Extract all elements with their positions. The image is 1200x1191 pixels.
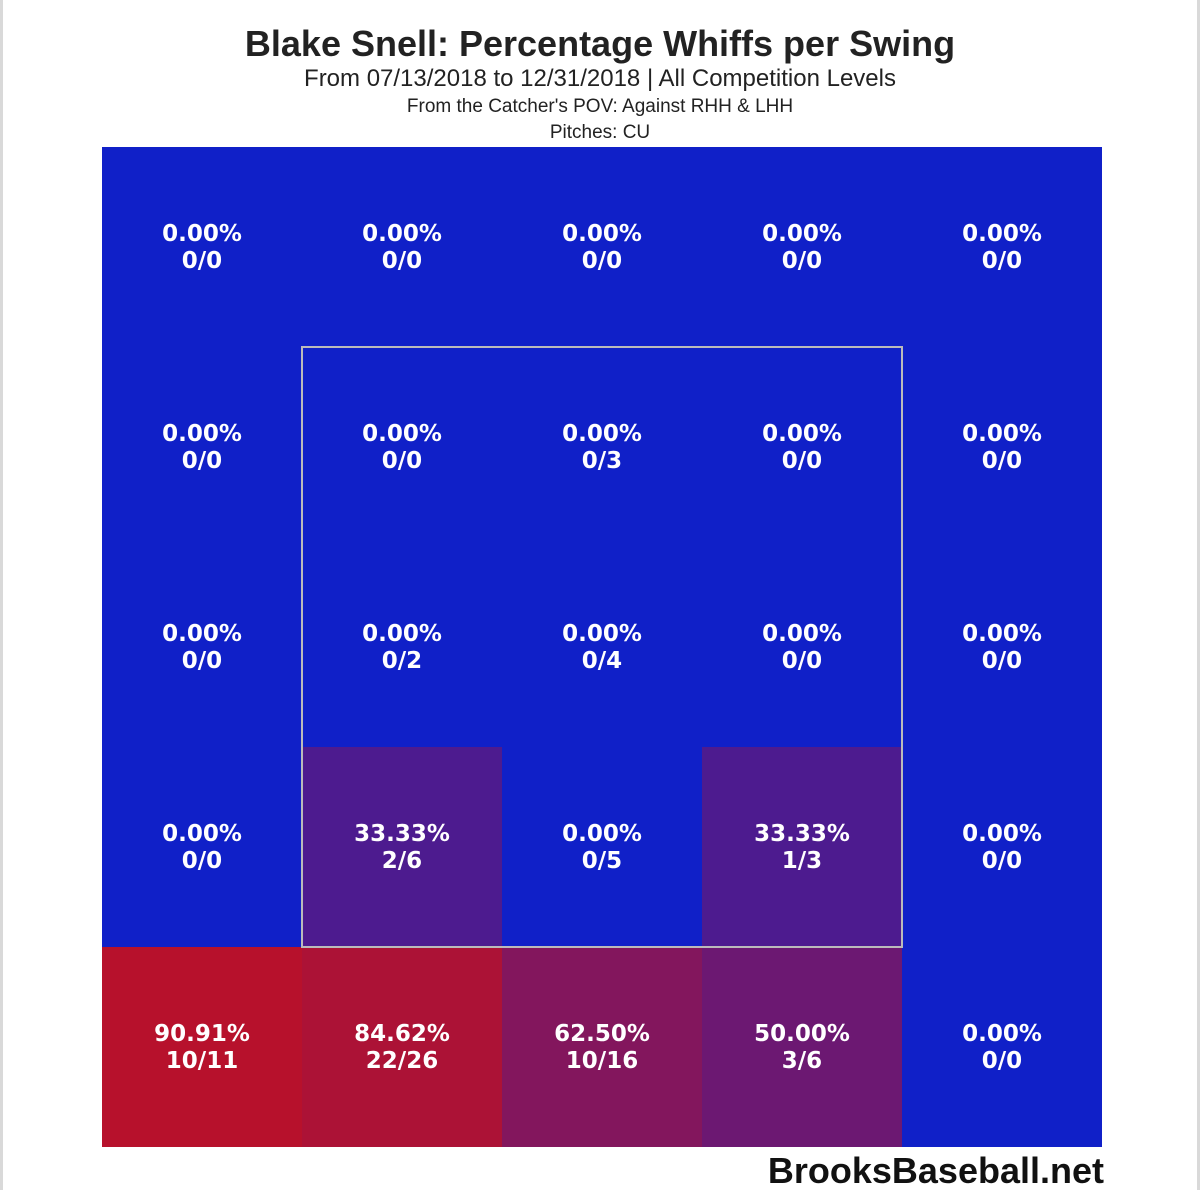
zone-cell-ratio-r2-c5: 0/0 <box>982 448 1022 474</box>
zone-cell-ratio-r5-c4: 3/6 <box>782 1048 822 1074</box>
zone-cell-ratio-r2-c4: 0/0 <box>782 448 822 474</box>
zone-cell-ratio-r1-c4: 0/0 <box>782 248 822 274</box>
zone-cell-ratio-r2-c1: 0/0 <box>182 448 222 474</box>
zone-cell-r4-c5 <box>902 747 1102 947</box>
zone-cell-pct-r4-c2: 33.33% <box>354 821 450 847</box>
zone-cell-r5-c1 <box>102 947 302 1147</box>
zone-cell-r1-c1 <box>102 147 302 347</box>
right-border <box>1197 0 1200 1190</box>
zone-cell-r2-c1 <box>102 347 302 547</box>
zone-cell-ratio-r5-c5: 0/0 <box>982 1048 1022 1074</box>
zone-cell-ratio-r1-c2: 0/0 <box>382 248 422 274</box>
zone-cell-pct-r3-c2: 0.00% <box>362 621 442 647</box>
zone-cell-ratio-r3-c4: 0/0 <box>782 648 822 674</box>
zone-cell-r2-c2 <box>302 347 502 547</box>
zone-cell-pct-r5-c2: 84.62% <box>354 1021 450 1047</box>
zone-cell-r1-c2 <box>302 147 502 347</box>
zone-cell-pct-r2-c2: 0.00% <box>362 421 442 447</box>
zone-cell-r4-c1 <box>102 747 302 947</box>
zone-cell-pct-r5-c5: 0.00% <box>962 1021 1042 1047</box>
zone-cell-pct-r3-c3: 0.00% <box>562 621 642 647</box>
pov-line: From the Catcher's POV: Against RHH & LH… <box>406 96 794 117</box>
zone-cell-pct-r2-c5: 0.00% <box>962 421 1042 447</box>
zone-cell-ratio-r5-c2: 22/26 <box>366 1048 438 1074</box>
zone-cell-r3-c4 <box>702 547 902 747</box>
zone-cell-r3-c2 <box>302 547 502 747</box>
zone-cell-ratio-r4-c2: 2/6 <box>382 848 422 874</box>
zone-cell-pct-r5-c4: 50.00% <box>754 1021 850 1047</box>
zone-cell-ratio-r3-c3: 0/4 <box>582 648 622 674</box>
zone-cell-ratio-r2-c2: 0/0 <box>382 448 422 474</box>
pitches-line: Pitches: CU <box>549 122 651 143</box>
zone-cell-r4-c3 <box>502 747 702 947</box>
zone-cell-r5-c2 <box>302 947 502 1147</box>
zone-cell-r3-c1 <box>102 547 302 747</box>
chart-title: Blake Snell: Percentage Whiffs per Swing <box>244 23 956 64</box>
zone-cell-r5-c4 <box>702 947 902 1147</box>
zone-cell-ratio-r4-c5: 0/0 <box>982 848 1022 874</box>
zone-cell-r3-c3 <box>502 547 702 747</box>
zone-cell-pct-r1-c3: 0.00% <box>562 221 642 247</box>
zone-cell-r4-c4 <box>702 747 902 947</box>
zone-cell-pct-r2-c1: 0.00% <box>162 421 242 447</box>
zone-cell-pct-r5-c3: 62.50% <box>554 1021 650 1047</box>
zone-cell-ratio-r1-c3: 0/0 <box>582 248 622 274</box>
zone-cell-ratio-r3-c1: 0/0 <box>182 648 222 674</box>
zone-cell-pct-r1-c2: 0.00% <box>362 221 442 247</box>
zone-cell-r1-c4 <box>702 147 902 347</box>
chart-subtitle: From 07/13/2018 to 12/31/2018 | All Comp… <box>304 65 896 92</box>
strike-zone-outline <box>301 346 903 948</box>
zone-cell-ratio-r1-c1: 0/0 <box>182 248 222 274</box>
zone-cell-pct-r2-c3: 0.00% <box>562 421 642 447</box>
zone-cell-ratio-r1-c5: 0/0 <box>982 248 1022 274</box>
zone-cell-ratio-r3-c5: 0/0 <box>982 648 1022 674</box>
zone-cell-pct-r4-c5: 0.00% <box>962 821 1042 847</box>
zone-cell-pct-r4-c3: 0.00% <box>562 821 642 847</box>
zone-cell-pct-r1-c4: 0.00% <box>762 221 842 247</box>
zone-cell-r3-c5 <box>902 547 1102 747</box>
zone-cell-r2-c5 <box>902 347 1102 547</box>
zone-cell-pct-r1-c5: 0.00% <box>962 221 1042 247</box>
zone-cell-ratio-r4-c4: 1/3 <box>782 848 822 874</box>
zone-cell-r2-c3 <box>502 347 702 547</box>
zone-cell-pct-r4-c1: 0.00% <box>162 821 242 847</box>
zone-cell-r1-c3 <box>502 147 702 347</box>
zone-cell-pct-r5-c1: 90.91% <box>154 1021 250 1047</box>
zone-cell-pct-r2-c4: 0.00% <box>762 421 842 447</box>
zone-cell-ratio-r4-c3: 0/5 <box>582 848 622 874</box>
zone-cell-r4-c2 <box>302 747 502 947</box>
zone-cell-r5-c5 <box>902 947 1102 1147</box>
zone-cell-pct-r1-c1: 0.00% <box>162 221 242 247</box>
zone-cell-ratio-r4-c1: 0/0 <box>182 848 222 874</box>
zone-cell-r5-c3 <box>502 947 702 1147</box>
zone-cell-ratio-r5-c3: 10/16 <box>566 1048 638 1074</box>
zone-cell-pct-r3-c1: 0.00% <box>162 621 242 647</box>
zone-cell-ratio-r2-c3: 0/3 <box>582 448 622 474</box>
zone-cell-pct-r4-c4: 33.33% <box>754 821 850 847</box>
zone-cell-pct-r3-c5: 0.00% <box>962 621 1042 647</box>
left-border <box>0 0 3 1190</box>
zone-cell-r1-c5 <box>902 147 1102 347</box>
zone-cell-ratio-r5-c1: 10/11 <box>166 1048 238 1074</box>
brand-watermark: BrooksBaseball.net <box>767 1150 1104 1191</box>
zone-cell-pct-r3-c4: 0.00% <box>762 621 842 647</box>
zone-cell-ratio-r3-c2: 0/2 <box>382 648 422 674</box>
zone-cell-r2-c4 <box>702 347 902 547</box>
